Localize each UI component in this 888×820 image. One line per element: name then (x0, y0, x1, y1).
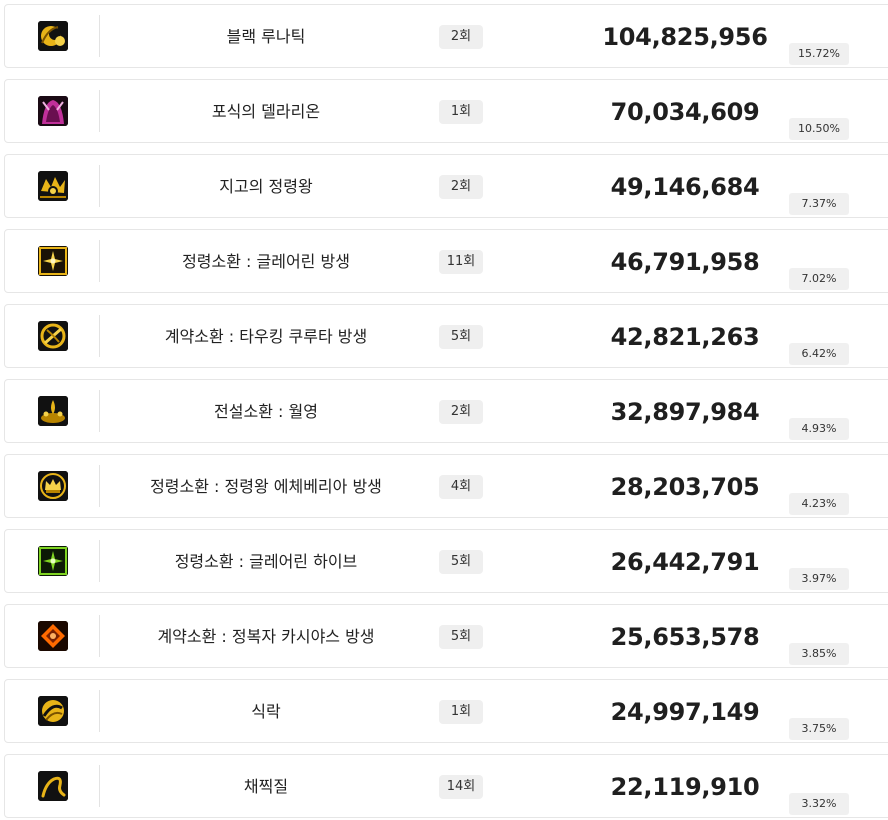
skill-name: 블랙 루나틱 (226, 27, 306, 46)
damage-share-badge: 7.02% (789, 268, 849, 290)
damage-share-badge: 7.37% (789, 193, 849, 215)
glare-summon-icon (38, 246, 68, 276)
row-divider (99, 390, 100, 432)
skill-name: 포식의 델라리온 (211, 102, 321, 121)
contract-summon-icon (38, 321, 68, 351)
damage-share-badge: 6.42% (789, 343, 849, 365)
row-divider (99, 240, 100, 282)
total-damage: 70,034,609 (610, 98, 760, 126)
skill-name: 정령소환 : 글레어린 하이브 (174, 552, 358, 571)
row-divider (99, 90, 100, 132)
whip-icon (38, 771, 68, 801)
skill-name: 계약소환 : 정복자 카시야스 방생 (157, 627, 375, 646)
deliration-icon (38, 96, 68, 126)
hit-count-badge: 5회 (439, 325, 483, 349)
total-damage: 26,442,791 (610, 548, 760, 576)
hit-count-badge: 2회 (439, 25, 483, 49)
spirit-king-icon (38, 171, 68, 201)
glare-hive-icon (38, 546, 68, 576)
conqueror-icon (38, 621, 68, 651)
damage-share-badge: 4.23% (789, 493, 849, 515)
hit-count-badge: 1회 (439, 100, 483, 124)
total-damage: 28,203,705 (610, 473, 760, 501)
devour-icon (38, 696, 68, 726)
skill-name: 식락 (251, 702, 281, 721)
skill-row[interactable]: 식락 1회 24,997,149 3.75% (4, 679, 888, 743)
hit-count-badge: 5회 (439, 625, 483, 649)
hit-count-badge: 2회 (439, 400, 483, 424)
total-damage: 49,146,684 (610, 173, 760, 201)
skill-name: 정령소환 : 글레어린 방생 (182, 252, 350, 271)
hit-count-badge: 1회 (439, 700, 483, 724)
skill-name: 지고의 정령왕 (219, 177, 313, 196)
skill-name: 정령소환 : 정령왕 에체베리아 방생 (150, 477, 382, 496)
total-damage: 42,821,263 (610, 323, 760, 351)
hit-count-badge: 14회 (439, 775, 483, 799)
skill-row[interactable]: 채찍질 14회 22,119,910 3.32% (4, 754, 888, 818)
row-divider (99, 690, 100, 732)
row-divider (99, 540, 100, 582)
damage-share-badge: 3.75% (789, 718, 849, 740)
total-damage: 104,825,956 (602, 23, 768, 51)
skill-row[interactable]: 정령소환 : 글레어린 하이브 5회 26,442,791 3.97% (4, 529, 888, 593)
hit-count-badge: 11회 (439, 250, 483, 274)
skill-name: 채찍질 (243, 777, 289, 796)
skill-row[interactable]: 블랙 루나틱 2회 104,825,956 15.72% (4, 4, 888, 68)
total-damage: 24,997,149 (610, 698, 760, 726)
skill-row[interactable]: 정령소환 : 정령왕 에체베리아 방생 4회 28,203,705 4.23% (4, 454, 888, 518)
damage-share-badge: 3.97% (789, 568, 849, 590)
total-damage: 22,119,910 (610, 773, 760, 801)
row-divider (99, 615, 100, 657)
row-divider (99, 465, 100, 507)
total-damage: 32,897,984 (610, 398, 760, 426)
black-rune-icon (38, 21, 68, 51)
total-damage: 25,653,578 (610, 623, 760, 651)
row-divider (99, 765, 100, 807)
hit-count-badge: 5회 (439, 550, 483, 574)
skill-row[interactable]: 지고의 정령왕 2회 49,146,684 7.37% (4, 154, 888, 218)
skill-row[interactable]: 계약소환 : 타우킹 쿠루타 방생 5회 42,821,263 6.42% (4, 304, 888, 368)
legend-summon-icon (38, 396, 68, 426)
damage-share-badge: 3.32% (789, 793, 849, 815)
hit-count-badge: 4회 (439, 475, 483, 499)
total-damage: 46,791,958 (610, 248, 760, 276)
damage-share-badge: 3.85% (789, 643, 849, 665)
skill-name: 계약소환 : 타우킹 쿠루타 방생 (164, 327, 368, 346)
row-divider (99, 165, 100, 207)
row-divider (99, 315, 100, 357)
crown-summon-icon (38, 471, 68, 501)
damage-share-badge: 10.50% (789, 118, 849, 140)
row-divider (99, 15, 100, 57)
damage-share-badge: 15.72% (789, 43, 849, 65)
damage-share-badge: 4.93% (789, 418, 849, 440)
skill-row[interactable]: 전설소환 : 월영 2회 32,897,984 4.93% (4, 379, 888, 443)
skill-row[interactable]: 포식의 델라리온 1회 70,034,609 10.50% (4, 79, 888, 143)
hit-count-badge: 2회 (439, 175, 483, 199)
skill-row[interactable]: 계약소환 : 정복자 카시야스 방생 5회 25,653,578 3.85% (4, 604, 888, 668)
skill-row[interactable]: 정령소환 : 글레어린 방생 11회 46,791,958 7.02% (4, 229, 888, 293)
skill-name: 전설소환 : 월영 (214, 402, 318, 421)
